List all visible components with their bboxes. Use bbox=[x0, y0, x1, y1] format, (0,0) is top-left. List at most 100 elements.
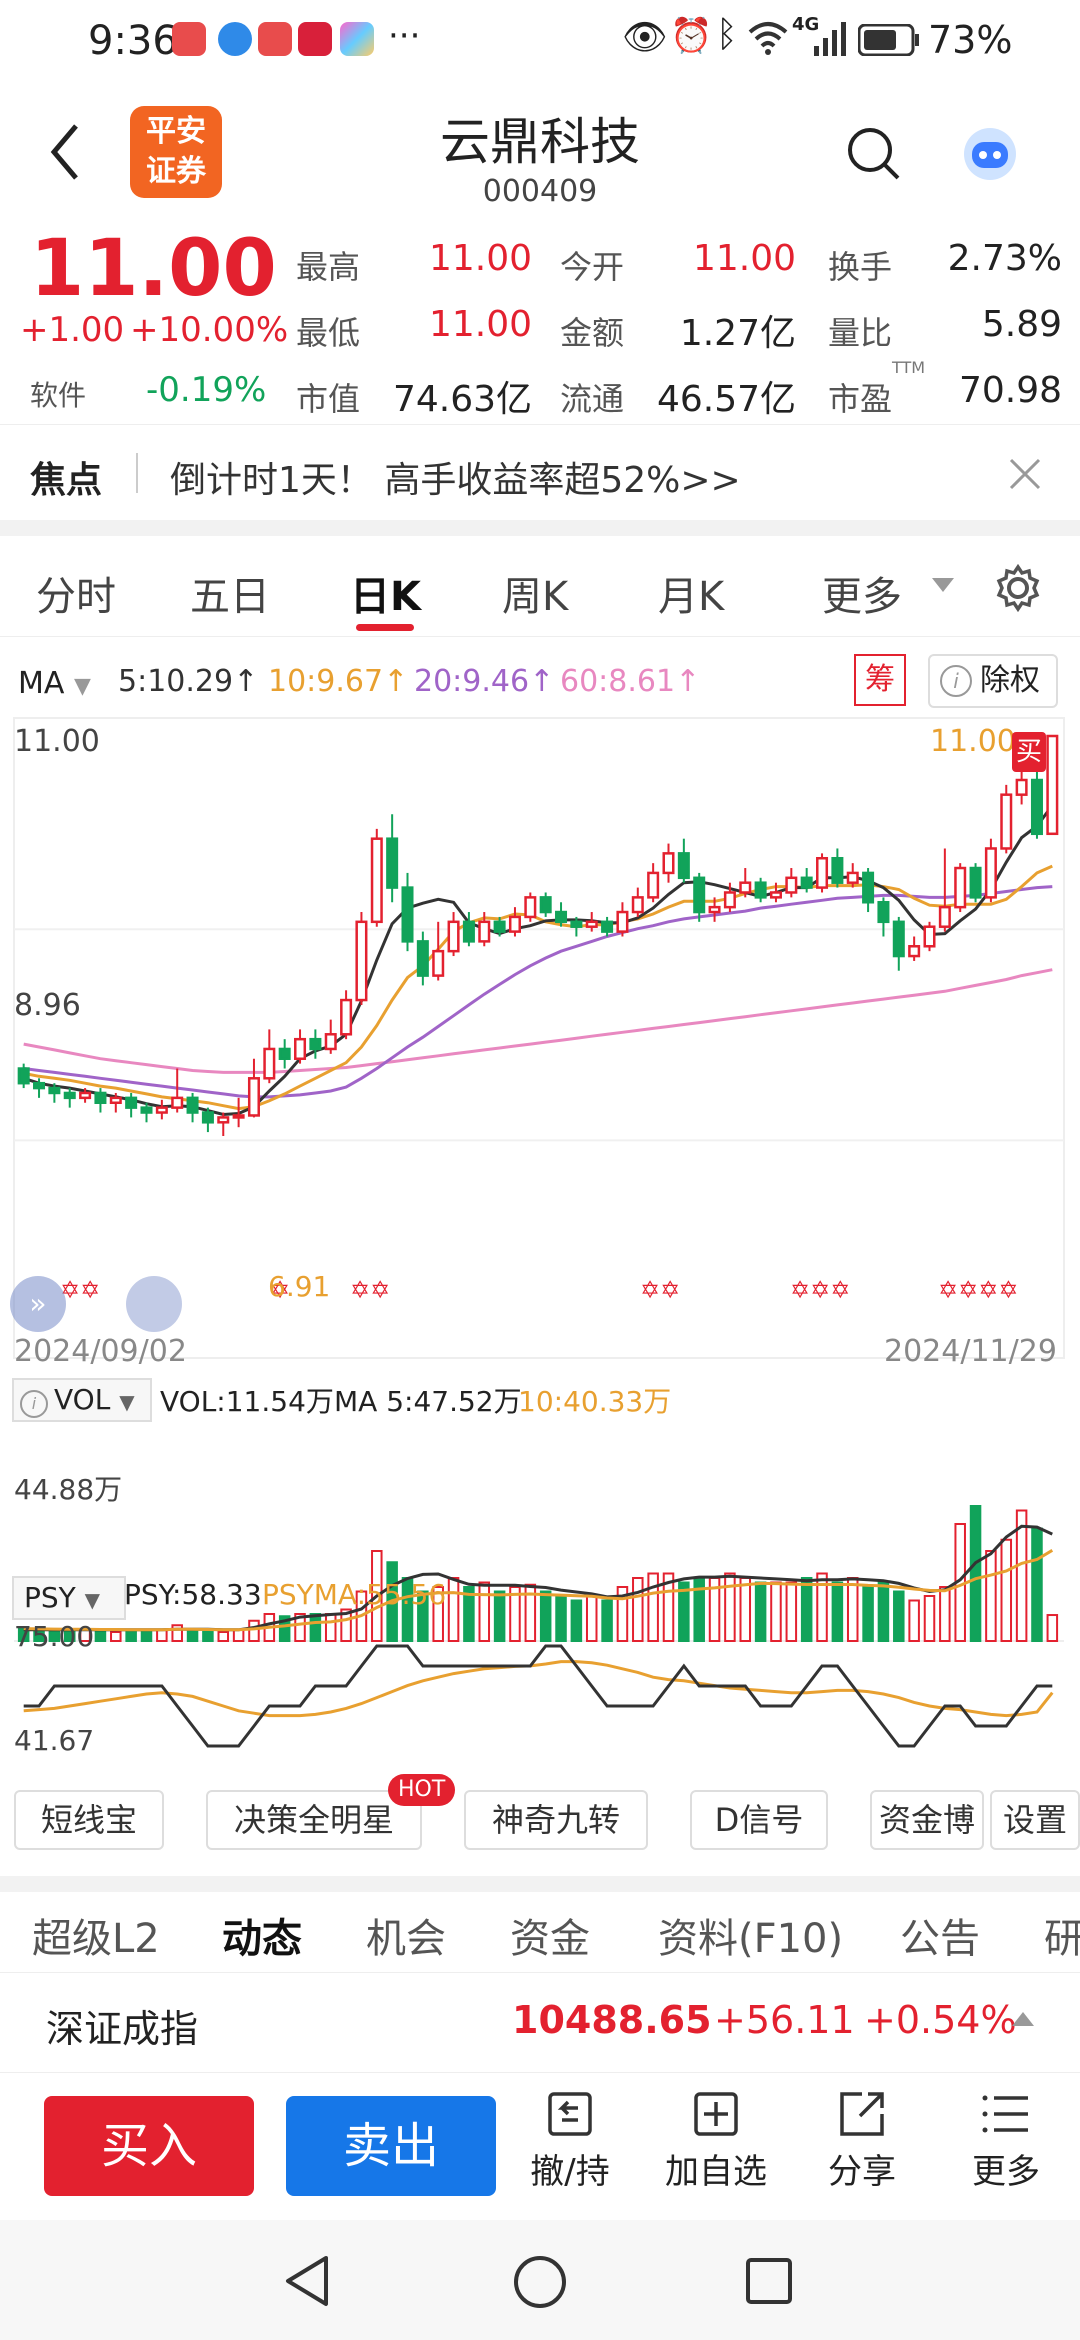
more-notifications: ··· bbox=[388, 16, 421, 56]
chip-signal-marker: ✡ bbox=[270, 1276, 290, 1304]
short-line-tool-button[interactable]: 短线宝 bbox=[14, 1790, 164, 1850]
fund-flow-button[interactable]: 资金博 bbox=[870, 1790, 984, 1850]
buy-button[interactable]: 买入 bbox=[44, 2096, 254, 2196]
buy-signal-tag[interactable]: 买 bbox=[1012, 732, 1046, 772]
candle-body bbox=[647, 871, 660, 899]
section-gap bbox=[0, 520, 1080, 536]
chevron-down-icon[interactable] bbox=[932, 578, 954, 594]
mktcap-value: 74.63亿 bbox=[392, 379, 532, 420]
date-end: 2024/11/29 bbox=[884, 1334, 1057, 1369]
scroll-left-button[interactable]: » bbox=[10, 1276, 66, 1332]
volume-bar bbox=[110, 1631, 122, 1642]
back-button[interactable] bbox=[46, 122, 86, 182]
candle-body bbox=[1000, 793, 1013, 850]
candle-body bbox=[708, 905, 721, 914]
stock-name: 云鼎科技 bbox=[440, 113, 640, 171]
magic-nine-button[interactable]: 神奇九转 bbox=[464, 1790, 648, 1850]
volume-bar bbox=[585, 1595, 598, 1642]
candle-body bbox=[447, 920, 460, 953]
nav-recents-icon[interactable] bbox=[744, 2256, 794, 2306]
alarm-icon: ⏰ bbox=[670, 16, 713, 56]
candle-body bbox=[892, 920, 905, 958]
chip-signal-marker: ✡✡✡ bbox=[790, 1276, 850, 1304]
cancel-hold-button[interactable]: 撤/持 bbox=[520, 2088, 620, 2193]
hot-badge: HOT bbox=[388, 1774, 456, 1806]
chevron-up-icon[interactable] bbox=[1012, 2012, 1034, 2028]
tab-opportunity[interactable]: 机会 bbox=[366, 1916, 446, 1962]
candle-body bbox=[585, 920, 598, 928]
low-marker: 6.91 bbox=[268, 1270, 331, 1303]
candle-body bbox=[739, 881, 752, 894]
kline-svg[interactable]: ✡✡ ✡ ✡✡ ✡✡ ✡✡✡ ✡✡✡✡ bbox=[0, 716, 1080, 1796]
candle-body bbox=[278, 1047, 291, 1060]
tab-f10[interactable]: 资料(F10) bbox=[658, 1916, 844, 1962]
search-icon[interactable] bbox=[846, 126, 902, 182]
volume-bar bbox=[831, 1581, 844, 1642]
tab-daily-k[interactable]: 日K bbox=[350, 574, 421, 620]
index-change-pct: +0.54% bbox=[864, 1998, 1017, 2042]
candle-body bbox=[1015, 778, 1028, 796]
index-ticker[interactable]: 深证成指 10488.65 +56.11 +0.54% bbox=[0, 1972, 1080, 2073]
ma10-value: 10:9.67↑ bbox=[268, 664, 409, 699]
close-icon[interactable] bbox=[1008, 457, 1042, 491]
volume-bar bbox=[678, 1581, 690, 1642]
tab-monthly-k[interactable]: 月K bbox=[658, 574, 725, 620]
exright-button[interactable]: i 除权 bbox=[928, 654, 1058, 708]
volume-bar bbox=[140, 1628, 153, 1642]
vol_ma10-line bbox=[23, 1549, 1054, 1632]
tab-announcements[interactable]: 公告 bbox=[900, 1916, 980, 1962]
volume-bar bbox=[493, 1590, 506, 1642]
d-signal-button[interactable]: D信号 bbox=[690, 1790, 828, 1850]
candle-body bbox=[508, 915, 521, 933]
candle-body bbox=[616, 910, 629, 933]
volume-bar bbox=[340, 1608, 352, 1642]
tab-five-day[interactable]: 五日 bbox=[190, 574, 270, 620]
chip-distribution-button[interactable]: 筹 bbox=[854, 654, 906, 706]
focus-banner[interactable]: 焦点 倒计时1天！ 高手收益率超52%>> bbox=[0, 424, 1080, 521]
tab-intraday[interactable]: 分时 bbox=[36, 574, 116, 620]
tab-weekly-k[interactable]: 周K bbox=[502, 574, 569, 620]
gear-icon[interactable] bbox=[994, 564, 1042, 612]
candle-body bbox=[877, 901, 890, 924]
add-watchlist-button[interactable]: 加自选 bbox=[656, 2088, 776, 2193]
amount-value: 1.27亿 bbox=[679, 313, 796, 354]
ma20-value: 20:9.46↑ bbox=[414, 664, 555, 699]
volume-bar bbox=[171, 1624, 183, 1642]
tab-more[interactable]: 更多 bbox=[822, 574, 902, 620]
tab-research[interactable]: 研 bbox=[1044, 1916, 1080, 1962]
candle-body bbox=[294, 1037, 307, 1060]
tab-funds[interactable]: 资金 bbox=[510, 1916, 590, 1962]
volume-bar bbox=[570, 1599, 583, 1642]
sell-button[interactable]: 卖出 bbox=[286, 2096, 496, 2196]
candle-body bbox=[754, 881, 767, 899]
ma-selector[interactable]: MA ▼ bbox=[18, 666, 91, 701]
huawei-app-icon bbox=[172, 22, 206, 56]
tab-super-l2[interactable]: 超级L2 bbox=[32, 1916, 160, 1962]
pe-label: 市盈 bbox=[828, 380, 893, 418]
gallery-app-icon bbox=[340, 22, 374, 56]
candle-body bbox=[247, 1077, 260, 1117]
decision-star-button[interactable]: 决策全明星 bbox=[206, 1790, 422, 1850]
share-button[interactable]: 分享 bbox=[812, 2088, 912, 2193]
more-button[interactable]: 更多 bbox=[956, 2088, 1056, 2193]
nav-home-icon[interactable] bbox=[512, 2254, 568, 2310]
share-icon bbox=[840, 2092, 884, 2136]
robot-assistant-icon[interactable] bbox=[960, 124, 1020, 184]
nav-back-icon[interactable] bbox=[282, 2254, 332, 2308]
focus-text[interactable]: 倒计时1天！ 高手收益率超52%>> bbox=[170, 460, 741, 501]
sector-label[interactable]: 软件 bbox=[30, 379, 87, 412]
psy-indicator-selector[interactable]: PSY ▼ bbox=[12, 1576, 126, 1620]
vol-indicator-selector[interactable]: i VOL ▼ bbox=[12, 1378, 152, 1422]
volume-bar bbox=[908, 1599, 920, 1642]
candle-body bbox=[33, 1081, 46, 1090]
volume-bar bbox=[662, 1572, 675, 1642]
scroll-handle[interactable] bbox=[126, 1276, 182, 1332]
tab-news[interactable]: 动态 bbox=[222, 1916, 302, 1962]
low-label: 最低 bbox=[296, 314, 361, 352]
vol-ma10: 10:40.33万 bbox=[518, 1385, 672, 1418]
volume-bar bbox=[877, 1581, 890, 1642]
candle-body bbox=[309, 1037, 322, 1051]
candle-body bbox=[186, 1096, 199, 1114]
candle-body bbox=[478, 920, 491, 943]
settings-button[interactable]: 设置 bbox=[990, 1790, 1080, 1850]
